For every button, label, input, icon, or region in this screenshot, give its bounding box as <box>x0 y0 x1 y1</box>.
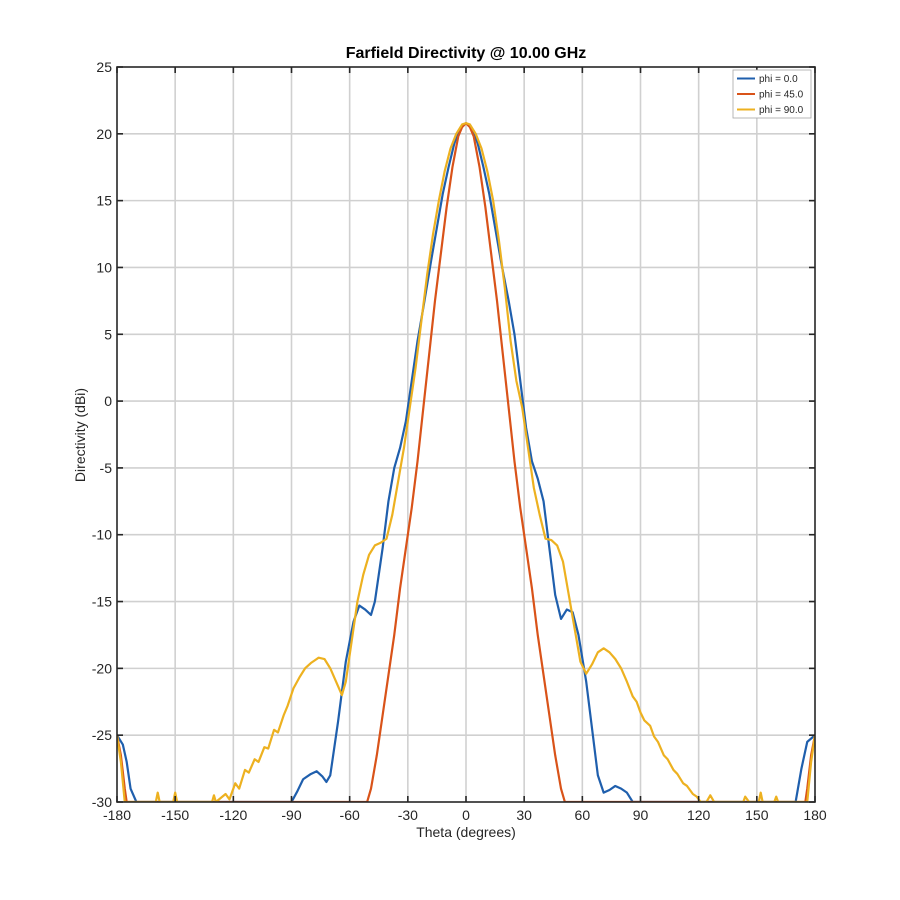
x-tick-label: 90 <box>633 807 649 823</box>
x-tick-label: 0 <box>462 807 470 823</box>
axis-ticks <box>116 66 816 803</box>
y-tick-label: -5 <box>100 460 113 476</box>
y-tick-label: -20 <box>92 660 112 676</box>
chart-title: Farfield Directivity @ 10.00 GHz <box>346 45 587 62</box>
y-tick-label: -15 <box>92 594 112 610</box>
x-tick-label: 180 <box>803 807 827 823</box>
x-tick-label: -180 <box>103 807 131 823</box>
x-tick-label: 60 <box>575 807 591 823</box>
x-tick-label: -30 <box>398 807 418 823</box>
x-tick-label: 30 <box>516 807 532 823</box>
y-tick-label: -10 <box>92 527 112 543</box>
x-tick-label: 120 <box>687 807 711 823</box>
legend-label: phi = 0.0 <box>759 74 798 85</box>
x-tick-label: -60 <box>340 807 360 823</box>
y-tick-label: 0 <box>104 393 112 409</box>
y-tick-label: 15 <box>96 193 112 209</box>
tick-labels: -180 -150 -120 -90 -60 -30 0 30 60 90 120 150 180-30… <box>92 59 827 823</box>
grid-lines <box>117 67 815 802</box>
legend: phi = 0.0 phi = 45.0 phi = 90.0 <box>732 69 812 119</box>
y-tick-label: -25 <box>92 727 112 743</box>
legend-label: phi = 45.0 <box>759 90 804 101</box>
y-tick-label: 10 <box>96 259 112 275</box>
series-line-2 <box>117 122 815 802</box>
x-axis-title: Theta (degrees) <box>416 824 516 840</box>
y-tick-label: 25 <box>96 59 112 75</box>
x-tick-label: -90 <box>281 807 301 823</box>
y-tick-label: 5 <box>104 326 112 342</box>
series-lines <box>117 122 815 802</box>
x-tick-label: 150 <box>745 807 769 823</box>
y-tick-label: -30 <box>92 794 112 810</box>
legend-label: phi = 90.0 <box>759 105 804 116</box>
x-tick-label: -120 <box>219 807 247 823</box>
y-axis-title: Directivity (dBi) <box>72 388 88 482</box>
x-tick-label: -150 <box>161 807 189 823</box>
y-tick-label: 20 <box>96 126 112 142</box>
